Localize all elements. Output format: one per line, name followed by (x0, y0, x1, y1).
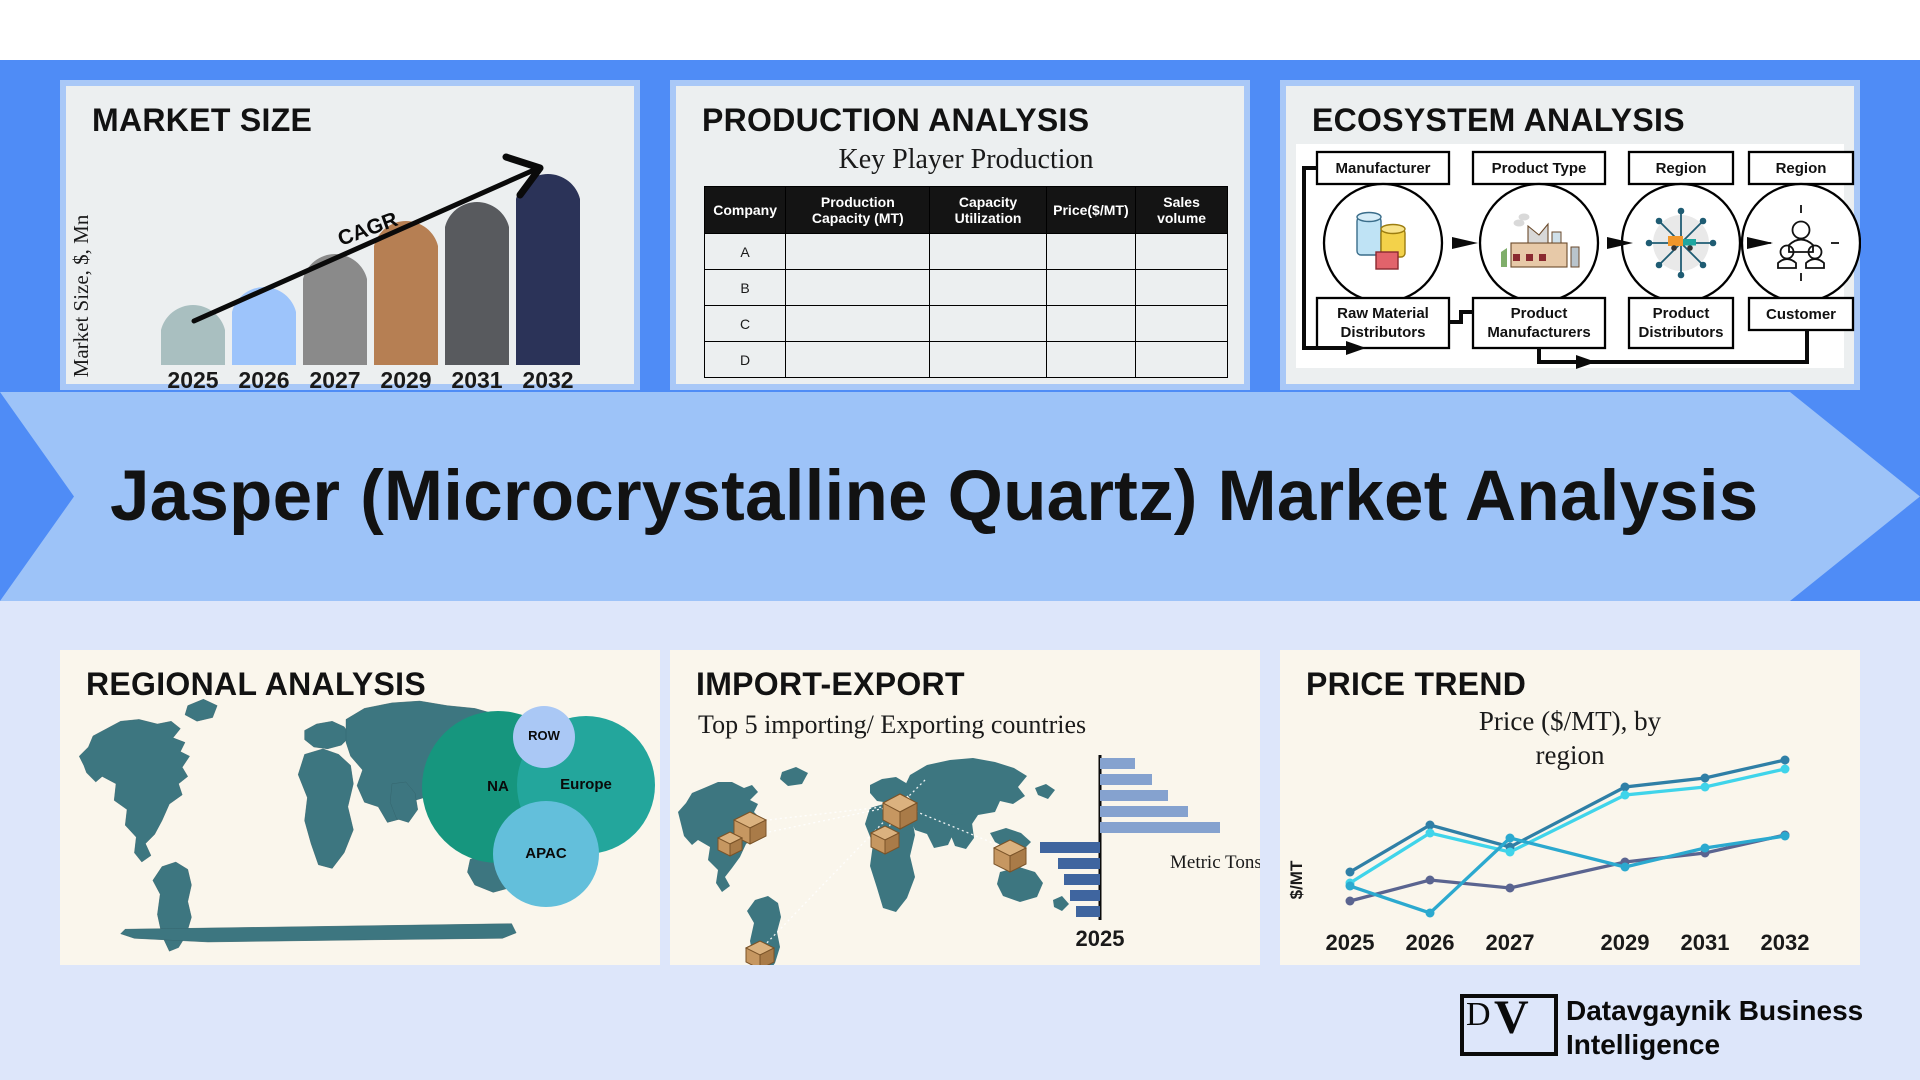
svg-text:2025: 2025 (1076, 926, 1125, 951)
svg-text:Customer: Customer (1766, 306, 1836, 323)
svg-text:Metric Tons: Metric Tons (1170, 852, 1260, 873)
svg-text:$/MT: $/MT (1287, 860, 1306, 899)
svg-text:Region: Region (1776, 160, 1827, 177)
svg-text:Raw Material: Raw Material (1337, 305, 1429, 322)
svg-text:Product Type: Product Type (1492, 160, 1587, 177)
svg-text:2032: 2032 (522, 367, 573, 393)
svg-text:ROW: ROW (528, 728, 561, 743)
svg-text:Manufacturer: Manufacturer (1335, 160, 1430, 177)
svg-text:2029: 2029 (1601, 930, 1650, 955)
svg-text:2031: 2031 (1681, 930, 1730, 955)
svg-text:Distributors: Distributors (1340, 324, 1425, 341)
svg-text:2025: 2025 (1326, 930, 1375, 955)
svg-text:Manufacturers: Manufacturers (1487, 324, 1590, 341)
svg-text:2032: 2032 (1761, 930, 1810, 955)
svg-text:Market Size, $, Mn: Market Size, $, Mn (69, 214, 93, 377)
svg-text:2029: 2029 (380, 367, 431, 393)
svg-text:Product: Product (1653, 305, 1710, 322)
svg-text:2026: 2026 (238, 367, 289, 393)
svg-text:2025: 2025 (167, 367, 218, 393)
svg-text:APAC: APAC (525, 845, 567, 862)
svg-text:Region: Region (1656, 160, 1707, 177)
svg-text:Distributors: Distributors (1638, 324, 1723, 341)
svg-text:Europe: Europe (560, 776, 612, 793)
svg-text:Product: Product (1511, 305, 1568, 322)
svg-text:NA: NA (487, 778, 509, 795)
svg-text:2026: 2026 (1406, 930, 1455, 955)
svg-text:2031: 2031 (451, 367, 502, 393)
svg-text:2027: 2027 (309, 367, 360, 393)
svg-text:2027: 2027 (1486, 930, 1535, 955)
